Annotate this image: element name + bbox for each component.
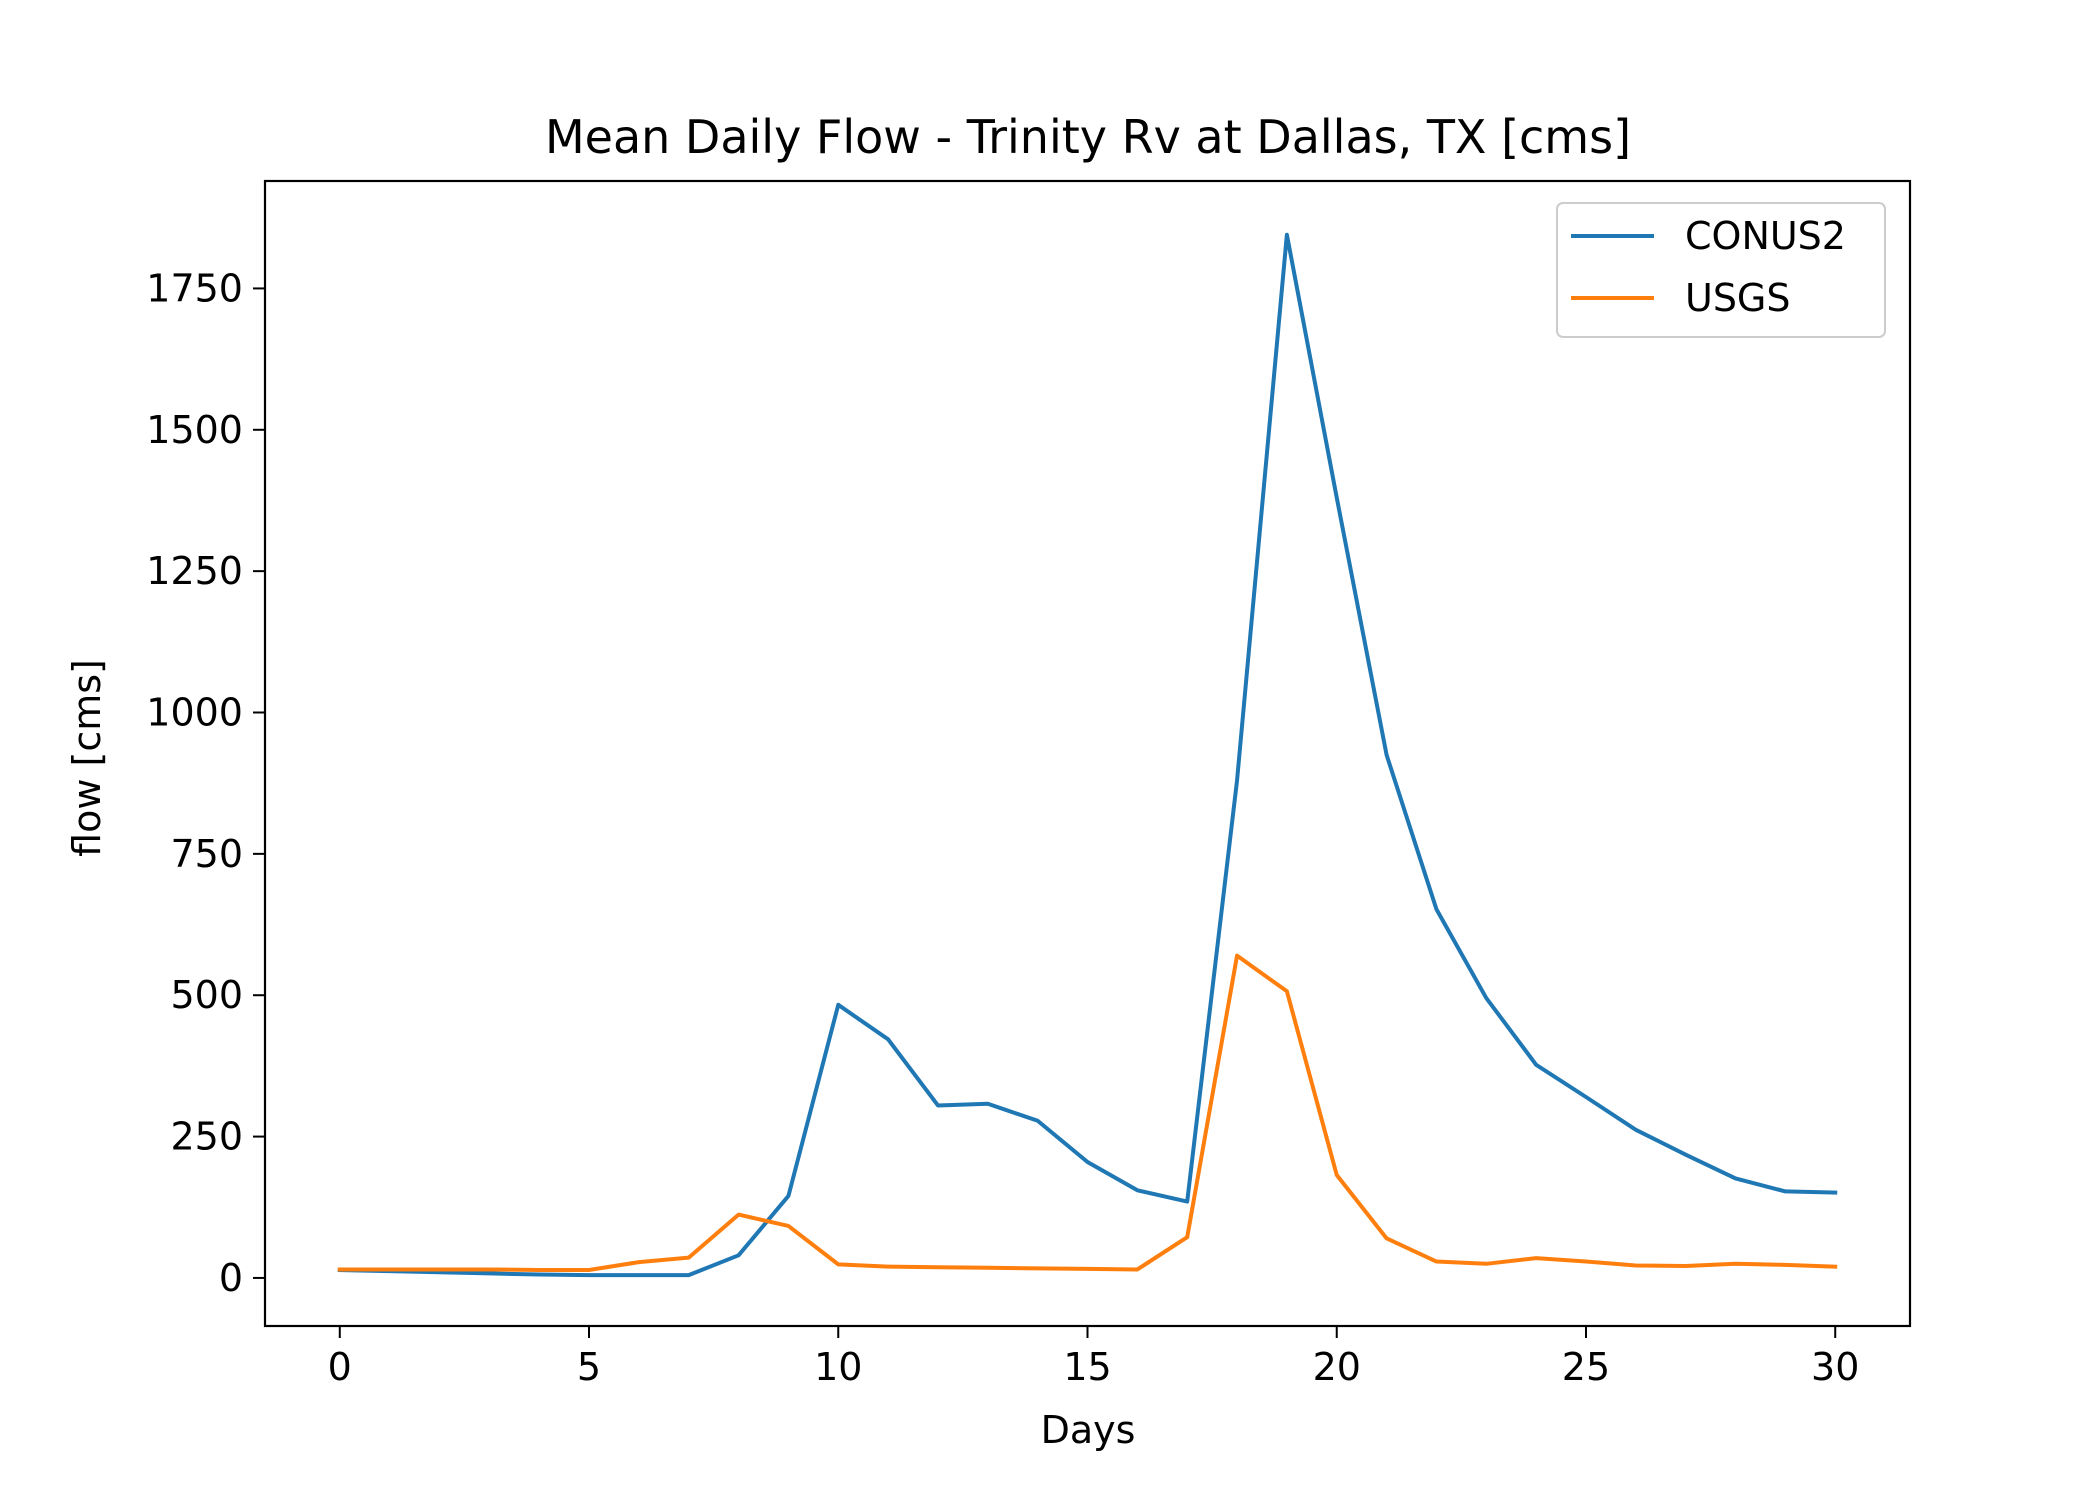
series-line-conus2 xyxy=(337,232,1838,1278)
plot-area: 0 5 10 15 20 25 30 0 250 500 750 1000 1250 1500 1750 xyxy=(146,179,1912,1389)
legend: CONUS2 USGS xyxy=(1556,202,1886,338)
y-tick-label: 500 xyxy=(170,973,243,1017)
chart-title: Mean Daily Flow - Trinity Rv at Dallas, … xyxy=(545,110,1631,164)
legend-label-usgs: USGS xyxy=(1685,276,1791,320)
legend-label-conus2: CONUS2 xyxy=(1685,214,1846,258)
x-axis-label: Days xyxy=(1041,1408,1136,1452)
y-axis-label: flow [cms] xyxy=(65,659,109,857)
series-line-usgs xyxy=(337,953,1838,1273)
x-tick-label: 5 xyxy=(577,1345,601,1389)
x-tick-label: 25 xyxy=(1562,1345,1610,1389)
y-tick-label: 0 xyxy=(219,1256,243,1300)
x-tick-label: 30 xyxy=(1811,1345,1859,1389)
x-tick-label: 0 xyxy=(328,1345,352,1389)
y-tick-label: 1250 xyxy=(146,549,243,593)
y-tick-label: 1000 xyxy=(146,691,243,735)
x-tick-label: 20 xyxy=(1313,1345,1361,1389)
y-tick-label: 750 xyxy=(170,832,243,876)
y-tick-label: 1750 xyxy=(146,266,243,310)
x-tick-label: 10 xyxy=(814,1345,862,1389)
y-tick-label: 250 xyxy=(170,1115,243,1159)
y-tick-label: 1500 xyxy=(146,408,243,452)
x-tick-label: 15 xyxy=(1063,1345,1111,1389)
